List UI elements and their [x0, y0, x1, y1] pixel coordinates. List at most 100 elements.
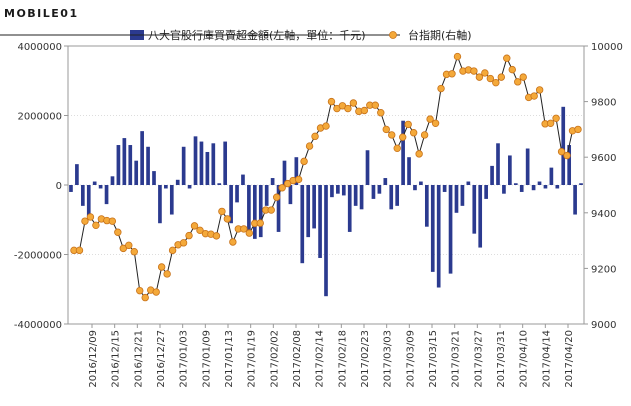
line-point [420, 131, 429, 139]
bar [104, 185, 109, 205]
line-point [141, 293, 149, 302]
line-point [481, 69, 489, 77]
line-point [272, 193, 281, 201]
line-point [75, 246, 84, 255]
line-point [157, 263, 166, 271]
right-axis-tick-labels: 10000 9800 9600 9400 9200 9000 [591, 42, 623, 331]
line-point [218, 207, 226, 216]
left-tick-label: -4000000 [14, 320, 62, 331]
line-point [497, 73, 506, 81]
line-point [404, 120, 412, 129]
bar [276, 185, 281, 232]
bar [247, 185, 251, 234]
bar [164, 185, 168, 189]
bar [567, 145, 572, 185]
line-point [81, 217, 89, 225]
line-point [119, 244, 128, 253]
logo-text: MOBILE01 [4, 7, 79, 20]
line-point [108, 217, 117, 225]
left-tick-label: -2000000 [14, 251, 62, 262]
left-tick-label: 4000000 [17, 42, 62, 53]
bar [75, 164, 79, 185]
right-tick-label: 9400 [591, 209, 616, 220]
bar [158, 185, 162, 224]
bar [555, 185, 560, 189]
x-tick-label: 2016/12/09 [88, 330, 99, 388]
bar [466, 181, 471, 185]
bar [193, 136, 198, 185]
line-point [393, 144, 401, 153]
bar [92, 181, 97, 185]
x-axis-tick-labels: 2016/12/09 2016/12/15 2016/12/21 2016/12/27… [88, 330, 575, 388]
bar [419, 181, 423, 185]
line-point [398, 133, 407, 141]
line-point [371, 101, 380, 109]
x-tick-label: 2017/03/15 [428, 330, 439, 388]
bar [454, 185, 459, 213]
bar [573, 185, 577, 215]
line-point [563, 151, 571, 160]
line-point [327, 97, 336, 106]
line-point [546, 119, 555, 127]
x-tick-label: 2016/12/27 [156, 330, 167, 388]
bar [235, 185, 239, 203]
legend: 八大官股行庫買賣超金額(左軸，單位：千元) 台指期(右軸) [0, 28, 472, 42]
right-tick-label: 9000 [591, 320, 616, 331]
bar [347, 185, 352, 232]
line-point [470, 67, 478, 75]
bar [134, 160, 139, 185]
bar [223, 141, 228, 185]
bar [359, 185, 364, 210]
line-point [136, 286, 144, 295]
line-point [514, 78, 522, 86]
line-point [382, 125, 390, 134]
bar [318, 185, 322, 258]
bar [496, 143, 500, 185]
line-point [475, 73, 484, 81]
bar [86, 185, 91, 217]
bar [282, 160, 287, 185]
line-point [283, 179, 292, 188]
line-point [86, 213, 95, 221]
line-point [360, 106, 369, 115]
line-point [114, 228, 122, 236]
bar [312, 185, 316, 229]
bar [549, 167, 554, 185]
bar [371, 185, 376, 199]
bar [430, 185, 435, 272]
bar [199, 141, 204, 185]
bar [217, 183, 222, 185]
x-tick-label: 2017/02/23 [360, 330, 371, 388]
line-point [519, 73, 527, 81]
bar [252, 185, 257, 239]
x-tick-label: 2017/03/09 [405, 330, 416, 388]
line-point [486, 74, 495, 83]
bar [407, 157, 411, 185]
line-point [530, 92, 538, 100]
bar [324, 185, 328, 297]
line-point [409, 129, 418, 137]
line-point [185, 231, 193, 240]
x-tick-label: 2017/04/20 [564, 330, 575, 388]
line-point [300, 157, 308, 166]
x-tick-label: 2017/02/14 [315, 330, 326, 388]
bar [294, 157, 299, 185]
bar [229, 185, 233, 224]
bar [264, 185, 269, 206]
x-tick-label: 2017/03/21 [451, 330, 462, 388]
line-point [453, 52, 462, 61]
bar [241, 174, 245, 185]
line-series [70, 52, 582, 302]
bar [187, 185, 192, 189]
bar [377, 185, 382, 194]
x-tick-label: 2017/02/02 [269, 330, 280, 388]
x-tick-label: 2017/01/03 [179, 330, 190, 388]
right-tick-label: 9600 [591, 153, 616, 164]
bar [531, 185, 536, 191]
line-point [448, 70, 456, 78]
line-point [535, 86, 544, 94]
bar [152, 171, 156, 185]
line-point [311, 132, 319, 141]
bar [122, 138, 127, 185]
x-tick-label: 2017/04/14 [541, 330, 552, 388]
